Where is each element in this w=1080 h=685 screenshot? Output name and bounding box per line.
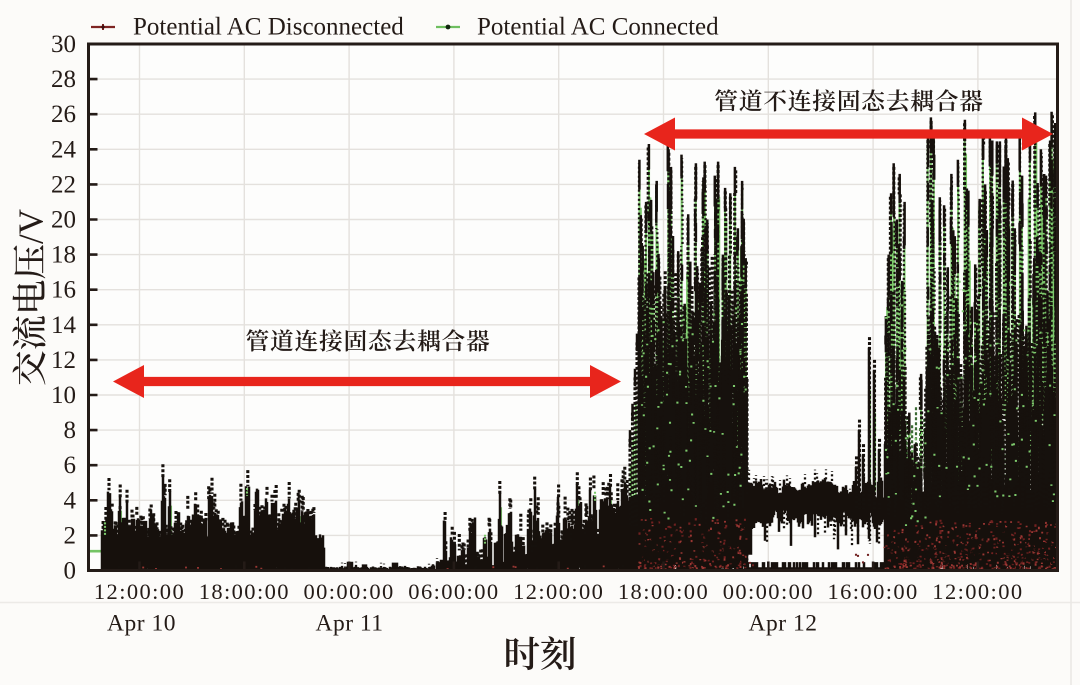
svg-text:26: 26 [51,101,76,128]
svg-text:18:00:00: 18:00:00 [199,579,290,604]
svg-text:12:00:00: 12:00:00 [94,579,185,604]
svg-text:10: 10 [51,382,76,409]
svg-text:2: 2 [64,522,77,549]
svg-text:30: 30 [51,31,76,58]
svg-text:28: 28 [51,66,76,93]
svg-text:22: 22 [51,171,76,198]
svg-text:12: 12 [51,347,76,374]
svg-text:00:00:00: 00:00:00 [303,579,394,604]
svg-text:/V: /V [12,209,51,244]
svg-text:18:00:00: 18:00:00 [618,579,709,604]
svg-text:00:00:00: 00:00:00 [723,579,814,604]
svg-text:Potential AC Disconnected: Potential AC Disconnected [133,14,404,41]
svg-text:4: 4 [64,487,77,514]
svg-text:Apr 11: Apr 11 [315,611,383,637]
svg-text:8: 8 [64,417,77,444]
svg-text:12:00:00: 12:00:00 [932,579,1023,604]
svg-text:0: 0 [64,558,77,585]
svg-text:18: 18 [51,242,76,269]
svg-text:16:00:00: 16:00:00 [827,579,918,604]
svg-text:6: 6 [64,452,77,479]
svg-text:20: 20 [51,207,76,234]
svg-text:Apr 12: Apr 12 [749,611,818,637]
svg-text:24: 24 [51,136,77,163]
svg-text:14: 14 [51,312,77,339]
svg-text:16: 16 [51,277,76,304]
svg-text:Apr 10: Apr 10 [107,611,176,637]
svg-text:12:00:00: 12:00:00 [513,579,604,604]
svg-text:Potential AC Connected: Potential AC Connected [477,14,719,41]
svg-text:06:00:00: 06:00:00 [408,579,499,604]
